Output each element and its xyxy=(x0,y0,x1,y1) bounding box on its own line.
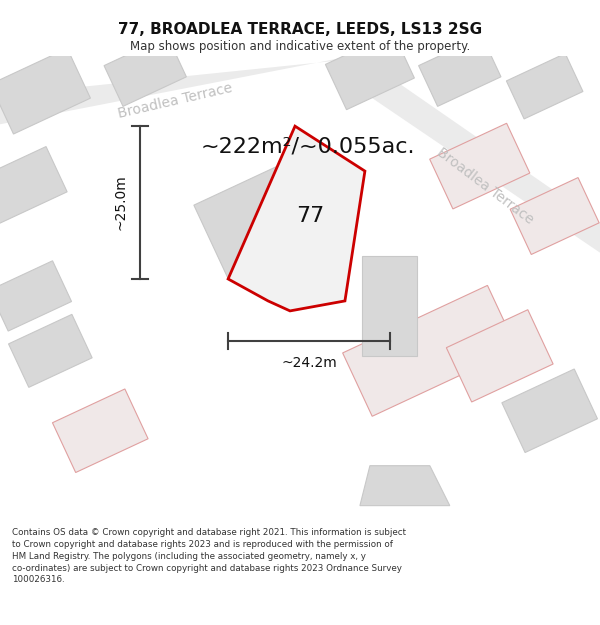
Polygon shape xyxy=(446,310,553,402)
Polygon shape xyxy=(0,147,67,226)
Text: Map shows position and indicative extent of the property.: Map shows position and indicative extent… xyxy=(130,41,470,53)
Polygon shape xyxy=(362,256,418,356)
Text: Broadlea Terrace: Broadlea Terrace xyxy=(434,145,536,227)
Polygon shape xyxy=(360,466,450,506)
Text: Contains OS data © Crown copyright and database right 2021. This information is : Contains OS data © Crown copyright and d… xyxy=(12,528,406,584)
Text: ~24.2m: ~24.2m xyxy=(281,356,337,370)
Polygon shape xyxy=(52,389,148,472)
Polygon shape xyxy=(510,177,599,254)
Polygon shape xyxy=(340,56,600,266)
Polygon shape xyxy=(194,154,336,278)
Text: ~222m²/~0.055ac.: ~222m²/~0.055ac. xyxy=(200,136,415,156)
Polygon shape xyxy=(430,123,530,209)
Polygon shape xyxy=(0,261,71,331)
Polygon shape xyxy=(8,314,92,388)
Polygon shape xyxy=(104,36,187,106)
Polygon shape xyxy=(502,369,598,452)
Text: ~25.0m: ~25.0m xyxy=(113,174,127,231)
Polygon shape xyxy=(343,286,517,416)
Text: 77: 77 xyxy=(296,206,324,226)
Polygon shape xyxy=(0,56,380,126)
Text: Broadlea Terrace: Broadlea Terrace xyxy=(116,81,234,121)
Polygon shape xyxy=(506,54,583,119)
Polygon shape xyxy=(0,48,91,134)
Polygon shape xyxy=(419,36,501,106)
Text: 77, BROADLEA TERRACE, LEEDS, LS13 2SG: 77, BROADLEA TERRACE, LEEDS, LS13 2SG xyxy=(118,22,482,38)
Polygon shape xyxy=(228,126,365,311)
Polygon shape xyxy=(325,32,415,109)
